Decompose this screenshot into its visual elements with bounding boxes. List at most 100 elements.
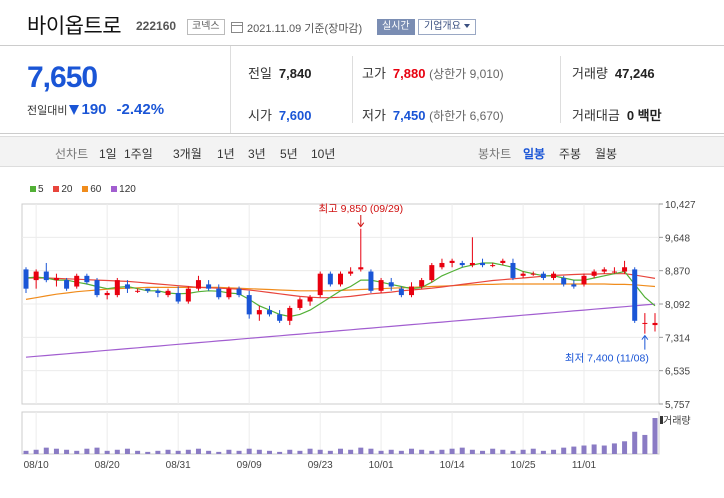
y-tick-label: 9,648 (665, 233, 690, 244)
volume-bar (419, 449, 425, 454)
volume-bar (368, 448, 374, 454)
period-1y[interactable]: 1년 (217, 147, 235, 161)
candle (297, 297, 303, 311)
period-1d[interactable]: 1일 (99, 147, 117, 161)
volume-value: 47,246 (614, 66, 655, 81)
volume-bar (104, 450, 110, 454)
candle (409, 282, 415, 298)
candle (561, 275, 567, 287)
realtime-button[interactable]: 실시간 (377, 19, 415, 35)
candle (135, 288, 141, 293)
candle (652, 313, 658, 332)
volume-bar (94, 447, 100, 454)
volume-bar (561, 447, 567, 454)
volume-bar (348, 449, 354, 454)
x-tick-label: 10/25 (511, 460, 536, 471)
candle-daily[interactable]: 일봉 (523, 147, 546, 161)
company-overview-dropdown[interactable]: 기업개요 (418, 19, 476, 35)
low-value: 7,450 (392, 108, 426, 123)
candle (611, 267, 617, 274)
candle-body (540, 273, 546, 278)
period-3m[interactable]: 3개월 (173, 147, 202, 161)
y-tick-label: 6,535 (665, 367, 690, 378)
x-tick-label: 10/14 (440, 460, 465, 471)
candle-body (43, 271, 49, 281)
candle-monthly[interactable]: 월봉 (595, 147, 618, 161)
volume-bar (591, 444, 597, 454)
volume-bar (632, 431, 638, 454)
legend-ma20: 20 (53, 184, 72, 195)
volume-bar (398, 450, 404, 454)
ma-legend: 5 20 60 120 (30, 184, 143, 195)
volume-marker (660, 416, 663, 424)
stock-chart[interactable]: 10,427 9,648 8,870 8,092 7,314 6,535 5,757 08/1… (0, 190, 724, 498)
candle (226, 286, 232, 300)
volume-bar (581, 445, 587, 454)
candle-body (459, 262, 465, 266)
candle (104, 290, 110, 300)
candle (490, 262, 496, 268)
candle (206, 280, 212, 291)
candle-body (398, 288, 404, 296)
candle-body (175, 292, 181, 302)
legend-swatch (30, 186, 36, 192)
candle (155, 288, 161, 298)
volume-bar (43, 447, 49, 454)
candle-body (114, 280, 120, 296)
candle (419, 277, 425, 289)
period-1w[interactable]: 1주일 (124, 147, 153, 161)
volume-bar (23, 450, 29, 454)
legend-ma60-label: 60 (90, 184, 102, 195)
candle-weekly[interactable]: 주봉 (559, 147, 582, 161)
legend-swatch (82, 186, 89, 192)
volume-bar (266, 450, 272, 454)
period-5y[interactable]: 5년 (280, 147, 298, 161)
candle-body (145, 288, 151, 291)
candle-body (388, 282, 394, 287)
candle (236, 286, 242, 298)
volume-bar (114, 449, 120, 454)
candle (571, 280, 577, 289)
company-overview-label: 기업개요 (424, 21, 461, 32)
period-3y[interactable]: 3년 (248, 147, 266, 161)
candle-body (439, 262, 445, 268)
candle (469, 237, 475, 268)
ma120-line (25, 303, 656, 358)
candle-body (338, 273, 343, 285)
candle (175, 286, 181, 304)
candle (43, 262, 49, 283)
volume-bar (327, 450, 333, 454)
volume-bar (520, 449, 526, 454)
candle (551, 271, 557, 281)
candle-body (510, 262, 516, 278)
stock-name: 바이옵트로 (27, 15, 122, 38)
trade-amount-label: 거래대금 (572, 108, 620, 123)
legend-ma20-label: 20 (61, 184, 73, 195)
candle (459, 260, 465, 268)
candle (216, 284, 222, 300)
candle-body (317, 273, 323, 296)
candle-body (216, 288, 222, 298)
volume-bar (33, 449, 39, 454)
period-10y[interactable]: 10년 (311, 147, 336, 161)
candle (74, 273, 80, 289)
candle (338, 271, 343, 287)
volume-bar (571, 446, 577, 454)
candle-body (195, 280, 201, 289)
candle-body (571, 284, 577, 287)
candle-body (23, 269, 29, 289)
candle-body (104, 292, 110, 296)
candle-body (591, 271, 597, 276)
candle-body (236, 288, 242, 296)
candle-chart-tab[interactable]: 봉차트 (478, 147, 512, 161)
candle-body (652, 322, 658, 326)
volume-bar (530, 448, 536, 454)
x-tick-label: 10/01 (369, 460, 394, 471)
candle-body (601, 269, 607, 272)
line-chart-tab[interactable]: 선차트 (55, 147, 89, 161)
legend-ma120-label: 120 (119, 184, 136, 195)
candle-body (551, 273, 557, 278)
volume-bar (307, 448, 313, 454)
candle (358, 228, 364, 272)
volume-bar (469, 449, 475, 454)
